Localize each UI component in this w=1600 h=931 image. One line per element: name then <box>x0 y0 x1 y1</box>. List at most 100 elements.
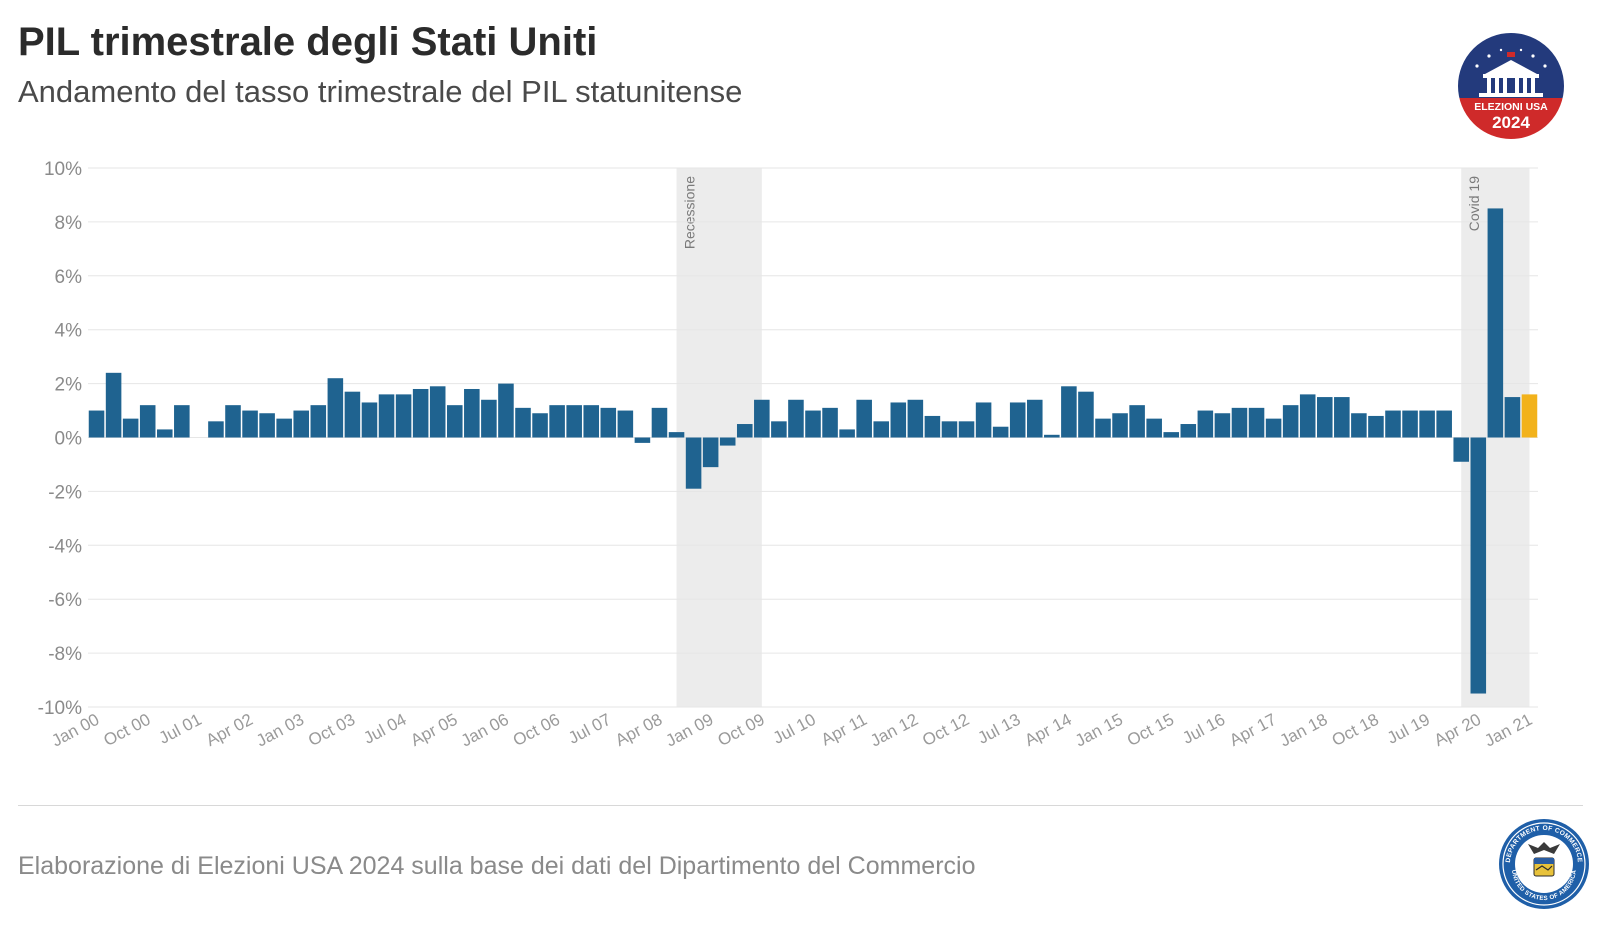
x-tick-label: Apr 11 <box>818 710 870 750</box>
bar <box>276 418 292 438</box>
bar <box>139 405 156 438</box>
bar <box>259 413 275 438</box>
elezioni-usa-logo: ELEZIONI USA 2024 <box>1456 31 1566 141</box>
bar <box>1231 407 1248 438</box>
white-house-logo-icon <box>1475 48 1547 97</box>
bar <box>1248 407 1265 438</box>
bar <box>293 410 310 438</box>
y-axis-ticks: 10% 8% 6% 4% 2% 0% -2% -4% -6% -8% -10% <box>38 159 82 719</box>
bar <box>924 415 941 438</box>
bar <box>1521 394 1538 438</box>
bar <box>1334 397 1350 438</box>
bar <box>583 405 600 438</box>
x-tick-label: Apr 05 <box>407 710 460 750</box>
x-tick-label: Jul 10 <box>770 710 819 748</box>
bar <box>1026 399 1043 438</box>
bar <box>975 402 992 438</box>
band-label: Covid 19 <box>1466 176 1482 231</box>
y-tick-label: -6% <box>48 590 82 611</box>
bar <box>1419 410 1435 438</box>
x-tick-label: Apr 20 <box>1431 710 1484 750</box>
bar <box>1146 418 1162 438</box>
logo-text-bottom: 2024 <box>1492 113 1530 132</box>
bar <box>481 399 497 438</box>
x-tick-label: Jan 09 <box>663 710 717 751</box>
bar <box>1436 410 1452 438</box>
x-tick-label: Jan 12 <box>867 710 921 751</box>
y-tick-label: 6% <box>55 267 83 288</box>
x-tick-label: Jul 19 <box>1384 710 1433 748</box>
y-tick-label: 4% <box>55 321 83 342</box>
bar <box>1180 424 1197 438</box>
department-of-commerce-seal-icon: DEPARTMENT OF COMMERCE UNITED STATES OF … <box>1499 819 1589 909</box>
x-tick-label: Apr 17 <box>1226 710 1279 750</box>
bar <box>941 421 958 438</box>
bar <box>1197 410 1214 438</box>
bar <box>412 388 429 438</box>
bar <box>242 410 258 438</box>
bar <box>1299 394 1316 438</box>
x-tick-label: Oct 03 <box>305 710 358 750</box>
logo-text-top: ELEZIONI USA <box>1474 101 1548 113</box>
bar <box>122 418 139 438</box>
bar <box>873 421 890 438</box>
bar <box>771 421 787 438</box>
y-tick-label: 8% <box>55 213 83 234</box>
bar <box>719 437 736 446</box>
y-tick-label: 2% <box>55 375 83 396</box>
bar <box>702 437 719 468</box>
bar <box>1095 418 1111 438</box>
bar <box>498 383 514 438</box>
bar <box>651 407 668 438</box>
bar <box>88 410 105 438</box>
gdp-bar-chart: Recessione Covid 19 10% 8% 6% 4% 2% 0% -2% -4% -6… <box>38 159 1538 751</box>
chart-title: PIL trimestrale degli Stati Uniti <box>18 20 598 64</box>
bar <box>156 429 173 438</box>
bar <box>464 388 480 438</box>
x-tick-label: Oct 18 <box>1329 710 1382 750</box>
bar <box>1402 410 1418 438</box>
x-tick-label: Oct 12 <box>919 710 972 750</box>
bar <box>225 405 241 438</box>
x-tick-label: Jan 06 <box>458 710 512 751</box>
source-note: Elaborazione di Elezioni USA 2024 sulla … <box>18 852 976 880</box>
y-tick-label: -4% <box>48 536 82 557</box>
y-tick-label: -2% <box>48 482 82 503</box>
bar <box>1453 437 1470 462</box>
bar <box>1129 405 1145 438</box>
footer-divider <box>18 805 1583 806</box>
bar <box>1470 437 1487 694</box>
bar <box>890 402 907 438</box>
bar <box>839 429 855 438</box>
x-tick-label: Jan 15 <box>1072 710 1126 751</box>
x-tick-label: Oct 15 <box>1124 710 1177 750</box>
x-tick-label: Apr 14 <box>1022 710 1075 750</box>
bar <box>174 405 190 438</box>
bar <box>208 421 224 438</box>
bar <box>310 405 327 438</box>
bar <box>549 405 565 438</box>
bar <box>1385 410 1401 438</box>
bar <box>1078 391 1094 438</box>
y-tick-label: -8% <box>48 644 82 665</box>
x-tick-label: Jul 01 <box>156 710 205 748</box>
bar <box>429 386 446 438</box>
eagle-shield-icon <box>1528 842 1560 877</box>
bar <box>754 399 770 438</box>
bar <box>1282 405 1299 438</box>
bar <box>668 432 685 438</box>
bar <box>1316 397 1333 438</box>
x-tick-label: Jul 07 <box>565 710 614 748</box>
x-tick-label: Jan 03 <box>253 710 307 751</box>
bar <box>992 426 1009 438</box>
bar <box>1265 418 1282 438</box>
bar <box>446 405 463 438</box>
bar <box>805 410 821 438</box>
bar <box>822 407 838 438</box>
y-tick-label: -10% <box>38 698 82 719</box>
bar <box>907 399 924 438</box>
x-tick-label: Jan 21 <box>1481 710 1535 751</box>
bar <box>105 372 122 438</box>
bar <box>856 399 872 438</box>
